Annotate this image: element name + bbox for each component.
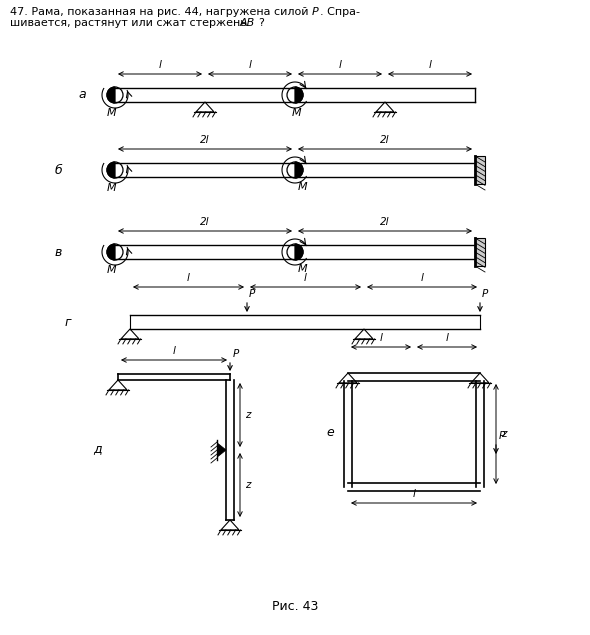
Text: M: M <box>298 182 307 192</box>
Text: P: P <box>499 431 505 441</box>
Text: а: а <box>78 88 86 102</box>
Wedge shape <box>295 87 303 103</box>
Text: 2l: 2l <box>200 135 210 145</box>
Text: г: г <box>65 316 71 328</box>
Text: l: l <box>159 60 162 70</box>
Text: е: е <box>326 425 334 439</box>
Text: M: M <box>107 108 117 118</box>
Text: 47. Рама, показанная на рис. 44, нагружена силой: 47. Рама, показанная на рис. 44, нагруже… <box>10 7 312 17</box>
Wedge shape <box>107 244 115 260</box>
Text: l: l <box>304 273 307 283</box>
Text: б: б <box>55 163 63 177</box>
Text: M: M <box>292 108 302 118</box>
Text: AB: AB <box>240 18 255 28</box>
Text: l: l <box>412 489 415 499</box>
Text: l: l <box>187 273 190 283</box>
Text: z: z <box>245 410 251 420</box>
Text: l: l <box>248 60 251 70</box>
Text: P: P <box>482 289 489 299</box>
Text: l: l <box>421 273 424 283</box>
Text: l: l <box>172 346 175 356</box>
Text: l: l <box>428 60 431 70</box>
Text: l: l <box>379 333 382 343</box>
Text: P: P <box>233 349 240 359</box>
Text: в: в <box>55 246 63 258</box>
Text: P: P <box>312 7 319 17</box>
Bar <box>475 156 485 184</box>
Polygon shape <box>218 444 226 457</box>
Text: д: д <box>93 442 101 455</box>
Wedge shape <box>107 87 115 103</box>
Wedge shape <box>295 162 303 178</box>
Text: M: M <box>107 183 117 193</box>
Text: P: P <box>249 289 255 299</box>
Text: z: z <box>245 480 251 490</box>
Text: Рис. 43: Рис. 43 <box>272 600 318 613</box>
Bar <box>475 238 485 266</box>
Text: 2l: 2l <box>380 135 390 145</box>
Wedge shape <box>107 162 115 178</box>
Text: ?: ? <box>258 18 264 28</box>
Text: M: M <box>298 264 307 274</box>
Text: z: z <box>501 429 506 439</box>
Text: . Спра-: . Спра- <box>320 7 360 17</box>
Text: 2l: 2l <box>380 217 390 227</box>
Text: l: l <box>445 333 448 343</box>
Text: шивается, растянут или сжат стержень: шивается, растянут или сжат стержень <box>10 18 250 28</box>
Wedge shape <box>295 244 303 260</box>
Text: l: l <box>339 60 342 70</box>
Text: 2l: 2l <box>200 217 210 227</box>
Text: M: M <box>107 265 117 275</box>
